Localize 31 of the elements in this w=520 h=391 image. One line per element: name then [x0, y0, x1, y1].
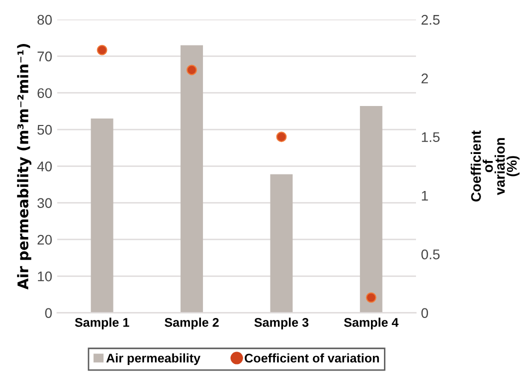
y-tick-label: 50	[37, 124, 52, 135]
y2-tick-label: 0	[421, 308, 428, 318]
point	[276, 132, 287, 142]
x-tick-label: Sample 1	[74, 318, 130, 330]
y-tick-label: 80	[37, 14, 52, 25]
y-tick-label: 10	[38, 271, 52, 282]
y2-tick-label: 0.5	[421, 249, 440, 260]
legend-label: Air permeability	[106, 353, 200, 366]
y-tick-label: 60	[38, 88, 52, 98]
y-tick-label: 0	[45, 308, 52, 318]
bar	[90, 118, 114, 313]
y-tick-label: 30	[37, 198, 52, 208]
y2-tick-label: 2.5	[422, 14, 440, 25]
bar	[180, 45, 203, 313]
point	[96, 44, 108, 56]
y-tick-label: 70	[38, 52, 52, 62]
y2-tick-label: 1.5	[422, 132, 440, 142]
y2-tick-label: 2	[422, 74, 428, 84]
x-tick-label: Sample 4	[344, 318, 399, 330]
point	[186, 64, 197, 76]
y-tick-label: 20	[38, 234, 52, 245]
bar	[270, 174, 293, 313]
y-axis-title: Air permeability (m³m⁻²min⁻¹)	[17, 44, 32, 290]
y2-axis-title: Coefficient of variation (%)	[470, 130, 520, 202]
point	[366, 292, 376, 303]
bar	[360, 106, 382, 313]
y-tick-label: 40	[37, 162, 52, 172]
x-tick-label: Sample 2	[164, 318, 219, 330]
legend-label: Coefficient of variation	[244, 353, 379, 363]
y2-tick-label: 1	[422, 190, 428, 201]
x-tick-label: Sample 3	[254, 318, 308, 330]
